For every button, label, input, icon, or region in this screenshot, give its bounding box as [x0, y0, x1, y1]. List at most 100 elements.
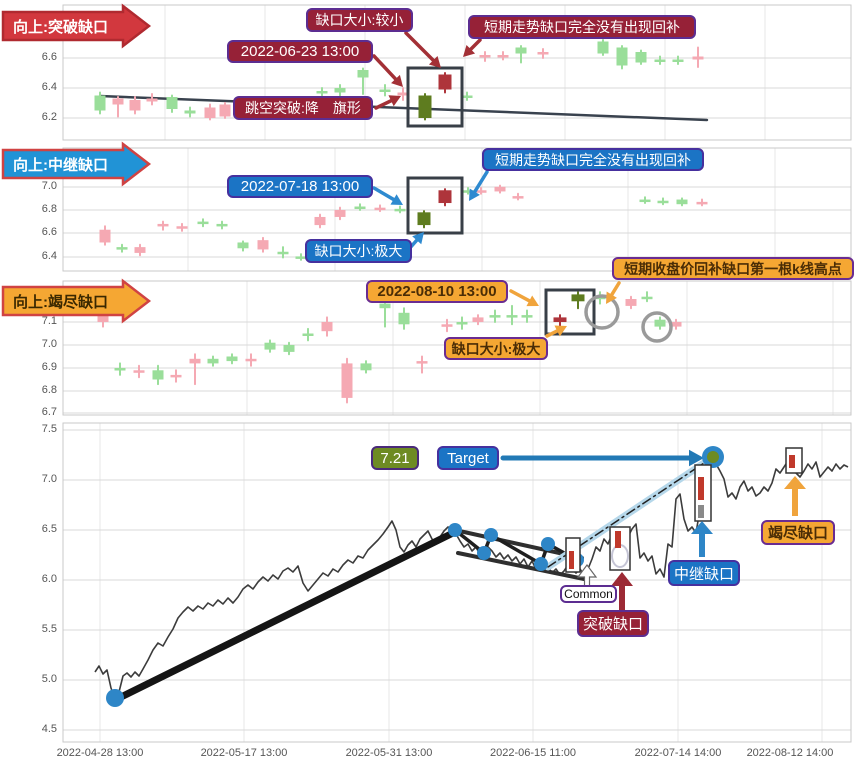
candle-body	[456, 322, 468, 325]
gap-highlight-rect	[406, 66, 464, 128]
candle-body	[597, 41, 609, 54]
gap-highlight-rect	[544, 288, 596, 336]
target-badge: Target	[437, 446, 499, 470]
annotation-arrow	[473, 170, 489, 194]
backfill-circle	[584, 294, 620, 330]
target-point-inner	[707, 451, 719, 463]
candle-body	[497, 55, 509, 58]
candle-body	[176, 226, 188, 229]
annotation-arrow-head	[388, 95, 401, 107]
candle-body	[635, 52, 647, 63]
x-axis-tick: 2022-07-14 14:00	[634, 747, 722, 759]
candle-body	[321, 322, 333, 332]
price-line	[94, 457, 849, 700]
candle-body	[521, 315, 533, 318]
target-arrow-head	[689, 449, 704, 467]
y-axis-tick: 6.5	[41, 523, 57, 535]
candle-body	[184, 110, 196, 114]
gap-marker-gray	[698, 505, 704, 518]
annotation-arrow	[404, 31, 435, 62]
candle-body	[112, 98, 124, 105]
candle-body	[398, 312, 410, 325]
candle-body	[334, 210, 346, 217]
x-axis-tick: 2022-04-28 13:00	[56, 747, 144, 759]
breakout-gap-panel-no-backfill-note: 短期走势缺口完全没有出现回补	[468, 15, 696, 39]
y-axis-tick: 5.5	[41, 623, 57, 635]
candle-body	[462, 190, 474, 193]
continuation-gap-badge: 中继缺口	[668, 560, 740, 586]
trendline	[98, 94, 709, 122]
candle-body	[438, 74, 452, 90]
candle-body	[654, 319, 666, 327]
candle-body	[479, 55, 491, 58]
candle-body	[197, 221, 209, 225]
pivot-dot	[534, 557, 548, 571]
candle-body	[494, 186, 506, 192]
candle-body	[394, 208, 406, 212]
continuation-gap-panel-no-backfill-note: 短期走势缺口完全没有出现回补	[482, 148, 704, 171]
y-axis-tick: 7.0	[41, 180, 57, 192]
candle-body	[245, 358, 257, 362]
gap-pointer-arrow-3	[784, 476, 806, 516]
candle-body	[207, 358, 219, 364]
annotation-arrow	[469, 38, 482, 51]
panel-border	[62, 147, 852, 272]
candle-body	[670, 322, 682, 327]
exhaustion-gap-panel-gap-date-note: 2022-08-10 13:00	[366, 280, 508, 303]
y-axis-tick: 7.0	[41, 473, 57, 485]
y-axis-tick: 6.4	[41, 81, 57, 93]
annotation-arrow	[545, 329, 559, 338]
x-axis-tick: 2022-05-31 13:00	[345, 747, 433, 759]
annotation-arrow-head	[390, 194, 403, 205]
annotation-arrow-head	[554, 325, 567, 337]
candle-body	[553, 317, 567, 322]
annotation-arrow-head	[469, 188, 480, 201]
y-axis-tick: 7.1	[41, 315, 57, 327]
y-axis-tick: 6.8	[41, 203, 57, 215]
panel-border	[62, 4, 852, 141]
candle-body	[237, 242, 249, 249]
candle-body	[641, 296, 653, 300]
candle-body	[512, 196, 524, 199]
panel-label-arrow	[1, 278, 152, 324]
candle-body	[489, 315, 501, 318]
continuation-gap-panel-gap-date-note: 2022-07-18 13:00	[227, 175, 373, 198]
candle-body	[515, 47, 527, 54]
candle-body	[189, 358, 201, 364]
common-gap-badge: Common	[560, 585, 617, 603]
panel-border	[62, 422, 852, 743]
candle-body	[277, 251, 289, 255]
candle-body	[537, 52, 549, 55]
y-axis-tick: 6.2	[41, 111, 57, 123]
candle-body	[696, 201, 708, 205]
candle-body	[416, 361, 428, 364]
y-axis-tick: 7.0	[41, 338, 57, 350]
candle-body	[639, 199, 651, 203]
candle-body	[672, 59, 684, 62]
annotation-arrow-head	[606, 291, 617, 304]
y-axis-tick: 6.6	[41, 226, 57, 238]
target-price-badge: 7.21	[371, 446, 419, 470]
candle-body	[170, 374, 182, 378]
x-axis-tick: 2022-05-17 13:00	[200, 747, 288, 759]
candle-body	[379, 303, 391, 309]
candle-body	[625, 299, 637, 306]
gap-pointer-arrow-1	[611, 572, 633, 612]
breakout-gap-panel-breakout-pattern-note: 跳空突破:降 旗形	[233, 96, 373, 120]
candle-body	[314, 216, 326, 226]
candle-body	[316, 91, 328, 94]
annotation-arrow	[610, 281, 621, 297]
pivot-dot	[477, 546, 491, 560]
y-axis-tick: 6.6	[41, 51, 57, 63]
candle-body	[616, 47, 628, 66]
gap-marker-red	[615, 531, 621, 548]
exhaustion-gap-badge: 竭尽缺口	[761, 520, 835, 545]
y-axis-tick: 5.0	[41, 673, 57, 685]
annotation-arrow-head	[463, 44, 476, 57]
candle-body	[204, 107, 216, 118]
panel-label: 向上:竭尽缺口	[13, 293, 108, 311]
candle-body	[283, 345, 295, 352]
candle-body	[94, 95, 106, 111]
candle-body	[264, 342, 276, 350]
annotation-arrow-head	[391, 74, 403, 87]
